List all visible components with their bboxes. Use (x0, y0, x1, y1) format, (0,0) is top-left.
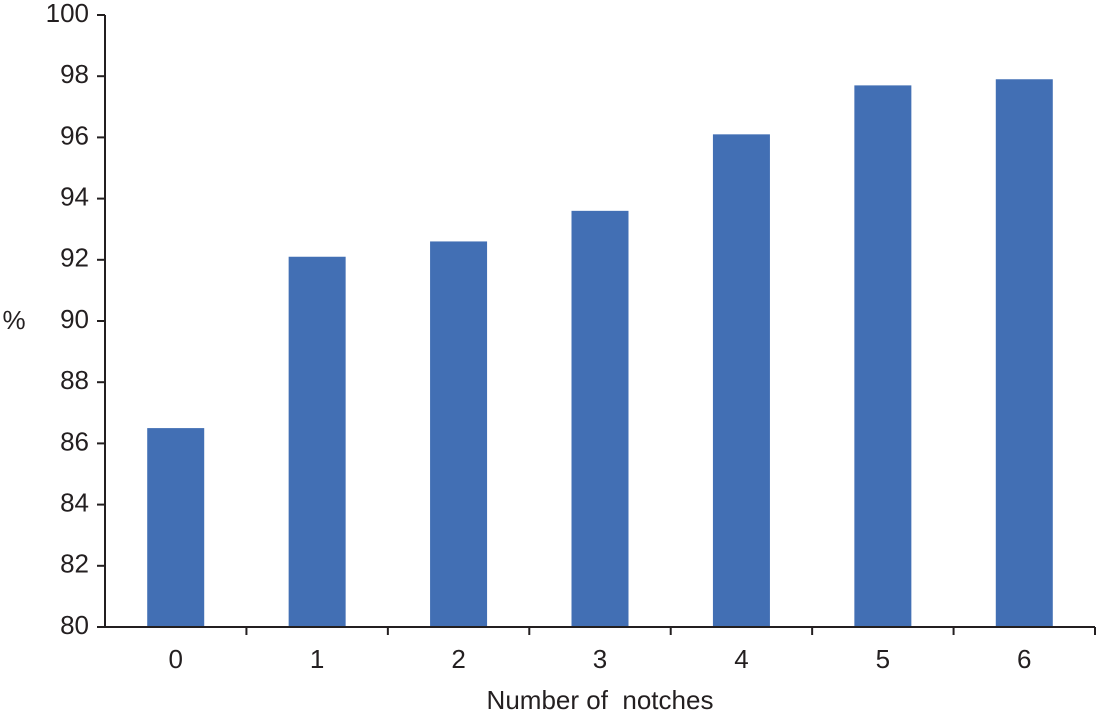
x-tick-label: 5 (876, 644, 890, 674)
y-tick-label: 86 (60, 426, 89, 456)
bar (147, 428, 205, 627)
y-tick-label: 92 (60, 243, 89, 273)
y-tick-label: 84 (60, 487, 89, 517)
bar (571, 210, 629, 627)
y-axis-label: % (2, 305, 25, 335)
x-tick-label: 2 (451, 644, 465, 674)
y-tick-label: 88 (60, 365, 89, 395)
bar (712, 134, 770, 627)
x-axis-label: Number of notches (487, 685, 714, 715)
bar (854, 85, 912, 627)
x-tick-label: 0 (168, 644, 182, 674)
y-tick-label: 100 (46, 0, 89, 28)
bar (288, 256, 346, 627)
x-tick-label: 3 (593, 644, 607, 674)
y-tick-label: 80 (60, 610, 89, 640)
x-tick-label: 6 (1017, 644, 1031, 674)
bar (430, 241, 488, 627)
x-tick-label: 1 (310, 644, 324, 674)
y-tick-label: 98 (60, 59, 89, 89)
bar (995, 79, 1053, 627)
y-tick-label: 94 (60, 181, 89, 211)
x-tick-label: 4 (734, 644, 748, 674)
y-tick-label: 90 (60, 304, 89, 334)
y-tick-label: 96 (60, 120, 89, 150)
y-tick-label: 82 (60, 549, 89, 579)
